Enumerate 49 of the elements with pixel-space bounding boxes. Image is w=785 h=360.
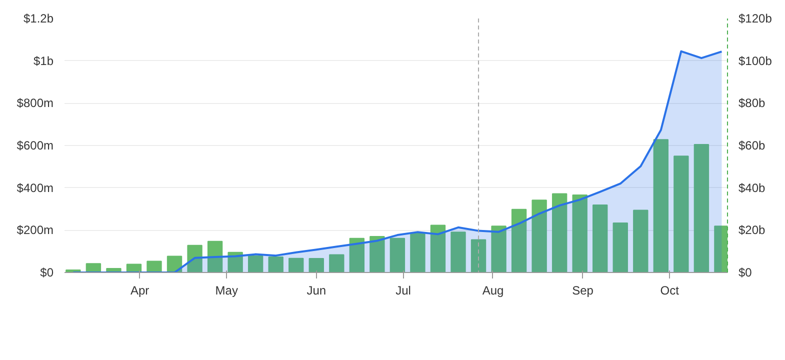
y-tick-label: $200m bbox=[16, 223, 54, 238]
bar bbox=[694, 144, 710, 272]
y-tick-label: $600m bbox=[16, 138, 54, 152]
bar bbox=[390, 238, 406, 272]
y-tick-label: $1b bbox=[33, 54, 54, 68]
x-tick-label: May bbox=[215, 284, 238, 298]
bar bbox=[491, 226, 506, 272]
x-tick-label: Jun bbox=[306, 284, 326, 298]
bar bbox=[511, 208, 527, 272]
y2-tick-label: $40b bbox=[738, 180, 766, 195]
bar bbox=[430, 224, 446, 272]
x-tick-label: Sep bbox=[572, 284, 594, 298]
y-tick-label: $0 bbox=[40, 266, 54, 280]
bar bbox=[470, 239, 486, 272]
y-tick-label: $800m bbox=[16, 96, 54, 110]
bar bbox=[532, 200, 547, 272]
y-tick-label: $1.2b bbox=[23, 12, 54, 26]
bar bbox=[248, 255, 264, 272]
y2-tick-label: $120b bbox=[738, 12, 772, 26]
bar bbox=[146, 260, 162, 272]
bar bbox=[308, 258, 324, 272]
bar bbox=[288, 258, 304, 272]
y2-tick-label: $20b bbox=[738, 223, 766, 238]
y2-tick-label: $60b bbox=[738, 138, 766, 152]
bar bbox=[450, 232, 466, 272]
bar bbox=[410, 233, 426, 272]
y2-tick-label: $0 bbox=[738, 266, 752, 280]
bar bbox=[633, 210, 648, 272]
bar bbox=[592, 204, 608, 272]
bar bbox=[187, 244, 202, 272]
bar bbox=[370, 236, 385, 272]
x-tick-label: Aug bbox=[482, 284, 504, 298]
bar bbox=[268, 256, 284, 272]
x-tick-label: Jul bbox=[396, 284, 411, 298]
bar bbox=[86, 263, 102, 272]
bar bbox=[329, 254, 344, 272]
bar bbox=[126, 264, 142, 272]
bar bbox=[674, 156, 689, 272]
bar bbox=[653, 139, 669, 272]
bar bbox=[207, 240, 223, 272]
y2-tick-label: $100b bbox=[738, 54, 772, 68]
bar bbox=[349, 238, 365, 272]
y2-tick-label: $80b bbox=[738, 96, 766, 110]
y-tick-label: $400m bbox=[16, 180, 54, 195]
bar bbox=[572, 194, 588, 272]
x-tick-label: Oct bbox=[660, 284, 680, 298]
bar bbox=[552, 193, 568, 272]
x-tick-label: Apr bbox=[130, 284, 150, 298]
bar bbox=[612, 222, 628, 272]
